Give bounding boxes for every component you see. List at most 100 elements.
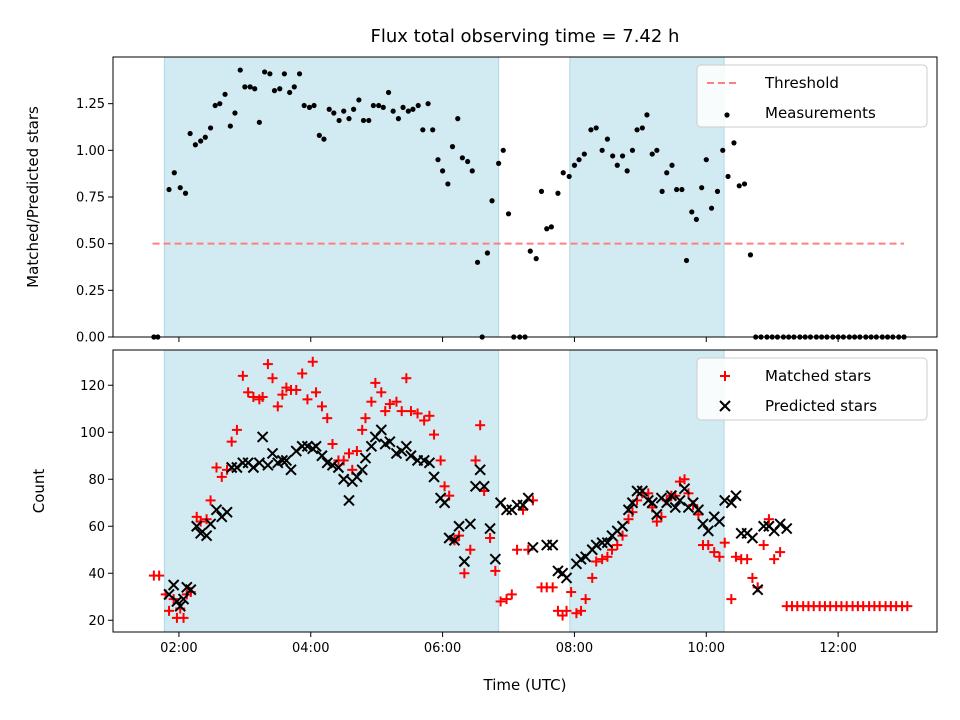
predicted-star-stroke	[474, 464, 486, 476]
predicted-star-stroke	[692, 504, 705, 516]
matched-star-point	[424, 410, 435, 421]
predicted-star-stroke	[191, 520, 203, 532]
predicted-star-point	[438, 497, 451, 509]
top-y-axis-label: Matched/Predicted stars	[24, 106, 42, 288]
matched-star-point	[380, 406, 391, 417]
matched-star-point	[429, 429, 440, 440]
predicted-star-stroke	[546, 539, 559, 551]
matched-star-point	[211, 462, 222, 473]
predicted-star-stroke	[177, 593, 190, 605]
measurement-point	[222, 91, 228, 97]
predicted-star-stroke	[167, 579, 180, 591]
measurement-point	[242, 84, 248, 90]
measurement-point	[232, 110, 238, 116]
measurement-point	[649, 151, 655, 157]
predicted-star-stroke	[552, 565, 564, 577]
matched-star-point	[231, 424, 242, 435]
predicted-star-stroke	[651, 508, 663, 521]
matched-star-point	[435, 455, 446, 466]
measurement-point	[604, 136, 611, 142]
predicted-star-stroke	[665, 489, 678, 502]
predicted-star-stroke	[636, 485, 649, 497]
measurement-point	[614, 162, 620, 168]
y-tick-label: 1.00	[76, 144, 105, 159]
measurement-point	[198, 138, 204, 144]
measurement-point	[227, 123, 233, 129]
measurement-point	[217, 101, 223, 107]
measurement-point	[714, 188, 721, 194]
predicted-star-point	[517, 499, 529, 511]
matched-star-point	[277, 389, 288, 400]
predicted-star-stroke	[669, 501, 682, 514]
matched-star-point	[726, 594, 737, 605]
measurement-point	[741, 181, 748, 187]
measurement-point	[679, 186, 685, 193]
predicted-star-point	[262, 459, 274, 471]
measurement-point	[395, 116, 402, 122]
y-tick-label: 1.25	[76, 97, 105, 112]
measurement-point	[669, 162, 675, 168]
predicted-star-stroke	[418, 454, 430, 467]
predicted-star-stroke	[590, 539, 602, 551]
bottom-y-ticks: 20 40 60 80 100 120	[80, 379, 113, 629]
legend-label: Threshold	[764, 74, 839, 92]
predicted-star-point	[678, 482, 691, 495]
predicted-star-point	[651, 508, 663, 521]
predicted-star-stroke	[174, 600, 186, 612]
matched-star-point	[272, 401, 283, 412]
x-axis-label: Time (UTC)	[483, 676, 567, 694]
measurement-point	[674, 186, 680, 193]
predicted-star-stroke	[453, 520, 465, 532]
measurement-point	[351, 106, 357, 112]
top-x-ticks	[178, 337, 839, 342]
measurement-point	[449, 144, 456, 150]
predicted-star-point	[428, 471, 440, 483]
predicted-star-stroke	[356, 464, 368, 476]
measurement-point	[619, 153, 626, 159]
measurement-point	[496, 160, 502, 166]
matched-star-point	[587, 572, 598, 583]
y-tick-label: 80	[88, 473, 105, 488]
predicted-star-point	[343, 494, 355, 507]
predicted-star-point	[310, 440, 322, 453]
predicted-star-stroke	[256, 431, 269, 443]
matched-star-point	[401, 373, 412, 384]
predicted-star-point	[661, 497, 673, 509]
matched-star-point	[248, 392, 259, 402]
predicted-star-point	[697, 518, 709, 530]
matched-star-point	[216, 471, 227, 482]
measurement-point	[415, 102, 421, 109]
measurement-point	[736, 183, 742, 189]
matched-star-point	[769, 554, 780, 565]
matched-star-point	[566, 587, 577, 598]
predicted-star-stroke	[405, 450, 417, 462]
measurement-point	[202, 134, 208, 140]
matched-star-point	[384, 399, 395, 410]
x-tick-label: 08:00	[556, 641, 593, 656]
measurement-point	[291, 84, 297, 90]
measurement-point	[410, 106, 416, 112]
measurement-point	[527, 248, 533, 254]
top-legend: Threshold Measurements	[696, 64, 928, 128]
matched-star-point	[297, 368, 308, 379]
predicted-star-point	[359, 452, 372, 464]
predicted-star-point	[702, 525, 714, 537]
measurement-point	[725, 173, 731, 180]
bottom-axes-frame	[112, 349, 938, 633]
predicted-star-stroke	[443, 532, 455, 544]
matched-star-point	[679, 474, 690, 485]
predicted-star-stroke	[185, 583, 197, 596]
measurement-point	[533, 256, 539, 262]
predicted-star-point	[674, 494, 686, 507]
measurement-point	[593, 125, 599, 131]
legend-label: Matched stars	[765, 367, 871, 385]
predicted-star-point	[332, 461, 345, 474]
matched-star-point	[419, 415, 430, 426]
predicted-star-point	[400, 440, 413, 453]
predicted-star-stroke	[338, 473, 350, 485]
matched-star-point	[243, 387, 254, 398]
predicted-star-stroke	[448, 534, 461, 547]
predicted-star-stroke	[622, 504, 635, 516]
measurement-point	[505, 211, 512, 217]
